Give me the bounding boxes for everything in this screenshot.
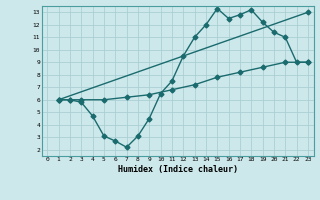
X-axis label: Humidex (Indice chaleur): Humidex (Indice chaleur) [118,165,237,174]
